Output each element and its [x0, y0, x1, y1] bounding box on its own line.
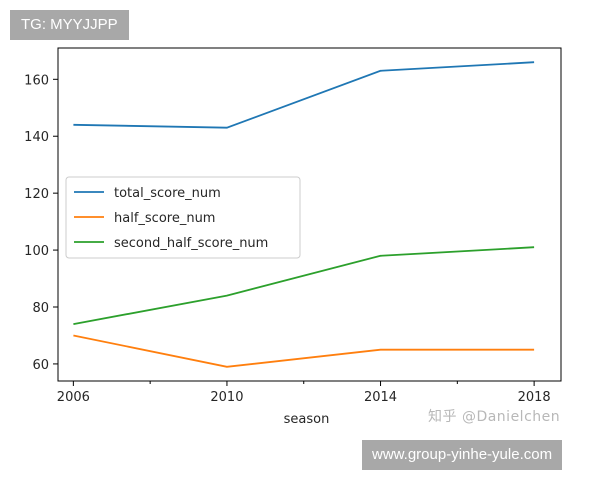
x-axis-label: season — [284, 412, 330, 427]
x-tick-label: 2018 — [518, 390, 551, 405]
legend-entry: second_half_score_num — [114, 236, 268, 251]
y-tick-label: 140 — [24, 130, 49, 145]
y-tick-label: 80 — [32, 301, 49, 316]
plot-area — [73, 61, 535, 368]
x-tick-label: 2014 — [364, 390, 397, 405]
legend: total_score_num half_score_num second_half… — [65, 176, 301, 259]
series-line-second-half-score-num — [73, 246, 535, 325]
series-line-total-score-num — [73, 61, 535, 129]
series-line-half-score-num — [73, 334, 535, 368]
y-tick-label: 160 — [24, 73, 49, 88]
legend-entry: half_score_num — [114, 211, 215, 226]
legend-box — [65, 176, 301, 259]
y-tick-label: 60 — [32, 358, 49, 373]
plot-frame — [57, 47, 562, 382]
x-tick-label: 2010 — [210, 390, 243, 405]
x-axis: 2006 2010 2014 2018 — [57, 381, 551, 405]
y-tick-label: 100 — [24, 244, 49, 259]
bottom-right-badge: www.group-yinhe-yule.com — [362, 440, 563, 470]
legend-entry: total_score_num — [114, 186, 221, 201]
x-tick-label: 2006 — [57, 390, 90, 405]
y-axis: 60 80 100 120 140 160 — [24, 73, 58, 373]
watermark-text: 知乎 @Danielchen — [428, 409, 561, 425]
top-left-badge: TG: MYYJJPP — [10, 10, 129, 40]
y-tick-label: 120 — [24, 187, 49, 202]
